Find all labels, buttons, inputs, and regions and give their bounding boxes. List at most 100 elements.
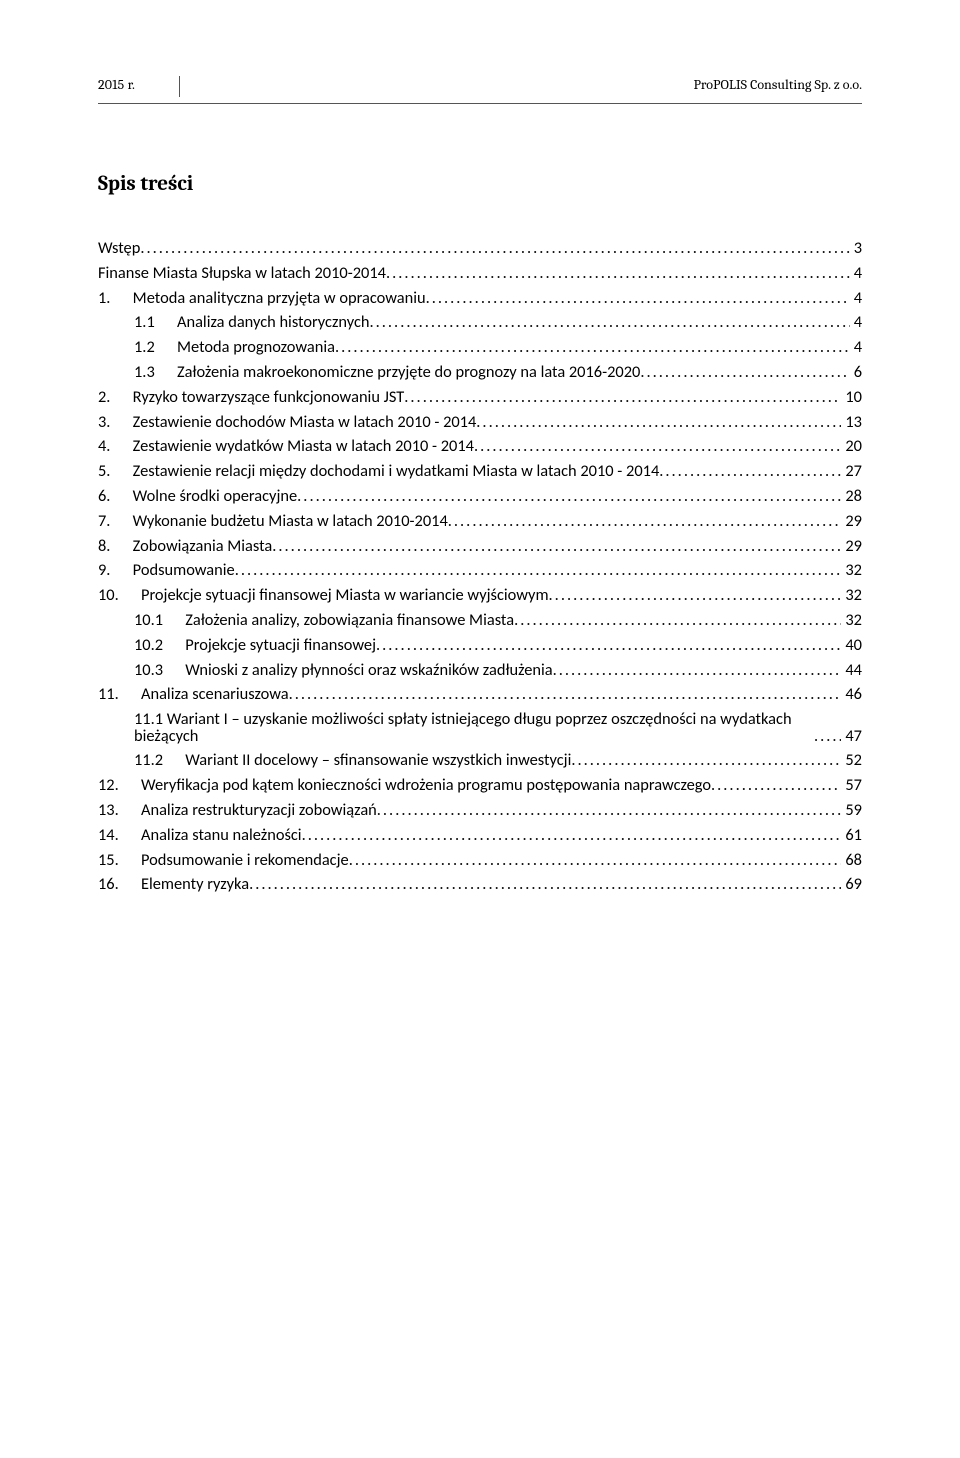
toc-row: 10.3 Wnioski z analizy płynności oraz ws…: [98, 662, 862, 678]
toc-page-number: 29: [843, 538, 862, 554]
toc-page-number: 27: [843, 463, 862, 479]
header-year: 2015 r.: [98, 76, 179, 97]
toc-page-number: 4: [852, 290, 862, 306]
toc-row: 1. Metoda analityczna przyjęta w opracow…: [98, 290, 862, 306]
toc-dot-leader: [235, 562, 842, 578]
toc-row: 5. Zestawienie relacji między dochodami …: [98, 463, 862, 479]
toc-dot-leader: [553, 662, 842, 678]
toc-label: 8. Zobowiązania Miasta: [98, 538, 272, 554]
toc-label: 11. Analiza scenariuszowa: [98, 686, 289, 702]
toc-page-number: 20: [843, 438, 862, 454]
toc-label: 11.2 Wariant II docelowy – sfinansowanie…: [134, 752, 571, 768]
header-company: ProPOLIS Consulting Sp. z o.o.: [192, 76, 862, 97]
toc-page-number: 4: [852, 265, 862, 281]
toc-label: 2. Ryzyko towarzyszące funkcjonowaniu JS…: [98, 389, 404, 405]
toc-page-number: 59: [843, 802, 862, 818]
toc-label: 1. Metoda analityczna przyjęta w opracow…: [98, 290, 426, 306]
toc-row: 10. Projekcje sytuacji finansowej Miasta…: [98, 587, 862, 603]
toc-row: Finanse Miasta Słupska w latach 2010-201…: [98, 265, 862, 281]
toc-dot-leader: [349, 852, 842, 868]
toc-dot-leader: [426, 290, 850, 306]
toc-label: 9. Podsumowanie: [98, 562, 235, 578]
toc-label: 11.1 Wariant I – uzyskanie możliwości sp…: [134, 711, 814, 744]
toc-dot-leader: [711, 777, 841, 793]
toc-row: 12. Weryfikacja pod kątem konieczności w…: [98, 777, 862, 793]
toc-row: 1.3 Założenia makroekonomiczne przyjęte …: [98, 364, 862, 380]
toc-page-number: 57: [843, 777, 862, 793]
toc-row: 1.2 Metoda prognozowania 4: [98, 339, 862, 355]
toc-row: Wstęp 3: [98, 240, 862, 256]
toc-row: 7. Wykonanie budżetu Miasta w latach 201…: [98, 513, 862, 529]
toc-row: 11. Analiza scenariuszowa 46: [98, 686, 862, 702]
toc-page-number: 32: [843, 587, 862, 603]
toc-page-number: 61: [843, 827, 862, 843]
toc-page-number: 29: [843, 513, 862, 529]
toc-label: 10.1 Założenia analizy, zobowiązania fin…: [134, 612, 514, 628]
toc-label: 5. Zestawienie relacji między dochodami …: [98, 463, 659, 479]
toc-dot-leader: [474, 438, 841, 454]
toc-dot-leader: [249, 876, 841, 892]
toc-label: 7. Wykonanie budżetu Miasta w latach 201…: [98, 513, 448, 529]
toc-dot-leader: [302, 827, 842, 843]
toc-dot-leader: [377, 802, 842, 818]
toc-row: 15. Podsumowanie i rekomendacje68: [98, 852, 862, 868]
toc-dot-leader: [640, 364, 849, 380]
toc-row: 6. Wolne środki operacyjne 28: [98, 488, 862, 504]
toc-dot-leader: [386, 265, 850, 281]
toc: Wstęp 3 Finanse Miasta Słupska w latach 20…: [98, 240, 862, 893]
toc-row: 8. Zobowiązania Miasta 29: [98, 538, 862, 554]
toc-page-number: 40: [843, 637, 862, 653]
toc-page-number: 4: [852, 339, 862, 355]
toc-row: 10.2 Projekcje sytuacji finansowej 40: [98, 637, 862, 653]
toc-label: 13. Analiza restrukturyzacji zobowiązań: [98, 802, 377, 818]
toc-dot-leader: [272, 538, 841, 554]
toc-page-number: 68: [843, 852, 862, 868]
toc-page-number: 44: [843, 662, 862, 678]
toc-label: Finanse Miasta Słupska w latach 2010-201…: [98, 265, 386, 281]
toc-row: 16. Elementy ryzyka69: [98, 876, 862, 892]
toc-label: 4. Zestawienie wydatków Miasta w latach …: [98, 438, 474, 454]
toc-dot-leader: [297, 488, 841, 504]
page-header: 2015 r. ProPOLIS Consulting Sp. z o.o.: [98, 76, 862, 104]
toc-page-number: 13: [843, 414, 862, 430]
toc-row: 14. Analiza stanu należności 61: [98, 827, 862, 843]
toc-label: 14. Analiza stanu należności: [98, 827, 302, 843]
toc-dot-leader: [289, 686, 842, 702]
toc-label: 6. Wolne środki operacyjne: [98, 488, 297, 504]
toc-row: 13. Analiza restrukturyzacji zobowiązań 5…: [98, 802, 862, 818]
page: 2015 r. ProPOLIS Consulting Sp. z o.o. S…: [0, 0, 960, 991]
toc-row: 9. Podsumowanie 32: [98, 562, 862, 578]
toc-page-number: 52: [843, 752, 862, 768]
toc-label: 1.2 Metoda prognozowania: [134, 339, 335, 355]
toc-dot-leader: [376, 637, 841, 653]
toc-row: 2. Ryzyko towarzyszące funkcjonowaniu JS…: [98, 389, 862, 405]
toc-page-number: 3: [852, 240, 862, 256]
toc-dot-leader: [476, 414, 841, 430]
toc-dot-leader: [549, 587, 842, 603]
toc-label: 10. Projekcje sytuacji finansowej Miasta…: [98, 587, 549, 603]
toc-dot-leader: [659, 463, 841, 479]
toc-label: 1.1 Analiza danych historycznych: [134, 314, 370, 330]
toc-label: 10.2 Projekcje sytuacji finansowej: [134, 637, 376, 653]
toc-label: 1.3 Założenia makroekonomiczne przyjęte …: [134, 364, 640, 380]
toc-label: Wstęp: [98, 240, 140, 256]
toc-page-number: 32: [843, 562, 862, 578]
toc-row: 10.1 Założenia analizy, zobowiązania fin…: [98, 612, 862, 628]
toc-page-number: 46: [843, 686, 862, 702]
toc-page-number: 6: [852, 364, 862, 380]
toc-label: 10.3 Wnioski z analizy płynności oraz ws…: [134, 662, 553, 678]
toc-label: 3. Zestawienie dochodów Miasta w latach …: [98, 414, 476, 430]
header-divider: [179, 76, 180, 97]
toc-page-number: 28: [843, 488, 862, 504]
toc-page-number: 32: [843, 612, 862, 628]
toc-title: Spis treści: [98, 172, 862, 196]
toc-row: 11.2 Wariant II docelowy – sfinansowanie…: [98, 752, 862, 768]
toc-label: 16. Elementy ryzyka: [98, 876, 249, 892]
toc-dot-leader: [140, 240, 849, 256]
toc-row: 4. Zestawienie wydatków Miasta w latach …: [98, 438, 862, 454]
toc-dot-leader: [335, 339, 850, 355]
toc-page-number: 47: [843, 728, 862, 744]
toc-row: 1.1 Analiza danych historycznych 4: [98, 314, 862, 330]
toc-dot-leader: [448, 513, 842, 529]
toc-page-number: 4: [852, 314, 862, 330]
